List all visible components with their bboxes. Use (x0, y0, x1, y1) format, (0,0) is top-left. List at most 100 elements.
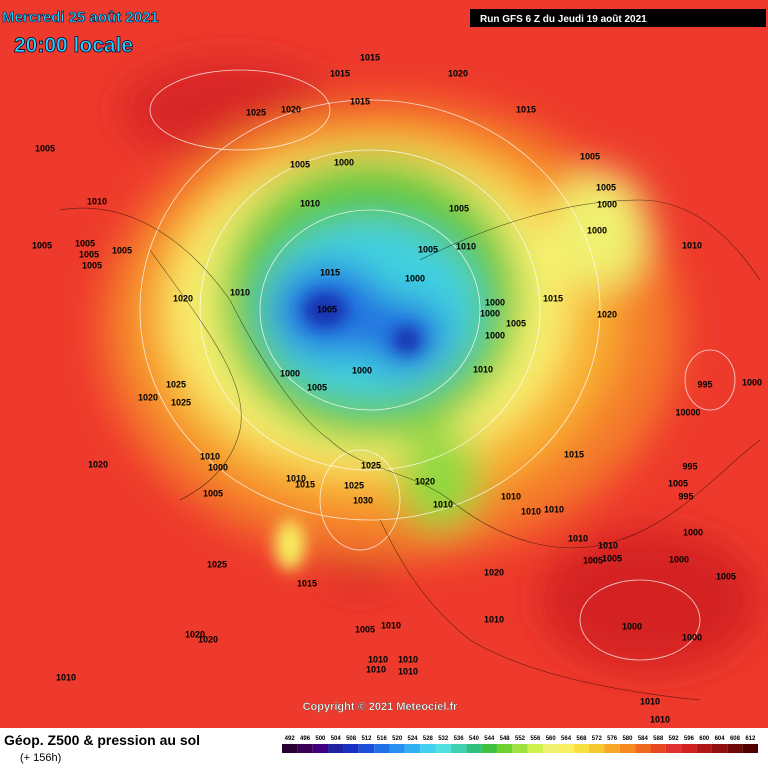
isobar-label: 1015 (320, 267, 340, 277)
isobar-label: 1005 (290, 159, 310, 169)
scale-label: 544 (484, 736, 495, 742)
isobar-label: 1005 (716, 571, 736, 581)
scale-swatch (650, 744, 666, 753)
isobar-label: 1010 (544, 504, 564, 514)
scale-label: 596 (684, 736, 695, 742)
scale-label: 608 (730, 736, 741, 742)
isobar-label: 1025 (166, 379, 186, 389)
scale-label: 540 (469, 736, 480, 742)
isobar-label: 1010 (682, 240, 702, 250)
isobar-label: 1025 (246, 107, 266, 117)
isobar-label: 1010 (230, 287, 250, 297)
isobar-label: 1000 (485, 297, 505, 307)
isobar-label: 1010 (381, 620, 401, 630)
isobar-label: 1015 (564, 449, 584, 459)
scale-swatch (481, 744, 497, 753)
isobar-label: 1010 (456, 241, 476, 251)
scale-swatch (635, 744, 651, 753)
isobar-label: 1030 (353, 495, 373, 505)
scale-label: 508 (346, 736, 357, 742)
isobar-label: 1005 (317, 304, 337, 314)
isobar-label: 1015 (295, 479, 315, 489)
isobar-label: 1020 (185, 629, 205, 639)
scale-swatch (665, 744, 682, 753)
scale-label: 592 (669, 736, 680, 742)
scale-label: 500 (315, 736, 326, 742)
isobar-label: 1020 (173, 293, 193, 303)
isobar-label: 1005 (32, 240, 52, 250)
scale-label: 568 (576, 736, 587, 742)
run-box (470, 9, 766, 27)
isobar-label: 1010 (473, 364, 493, 374)
scale-label: 556 (530, 736, 541, 742)
scale-label: 576 (607, 736, 618, 742)
geopotential-field (0, 0, 768, 728)
isobar-label: 995 (678, 491, 693, 501)
isobar-label: 1020 (138, 392, 158, 402)
isobar-label: 1010 (368, 654, 388, 664)
scale-swatch (374, 744, 390, 753)
scale-label: 524 (408, 736, 419, 742)
copyright: Copyright © 2021 Meteociel.fr (303, 701, 459, 713)
scale-label: 580 (622, 736, 633, 742)
isobar-label: 1025 (207, 559, 227, 569)
isobar-label: 1005 (203, 488, 223, 498)
scale-swatch (328, 744, 344, 753)
isobar-label: 1010 (650, 714, 670, 724)
isobar-label: 995 (682, 461, 697, 471)
isobar-labels: 1015 1015 1020 1025 1020 1015 1015 1005 … (32, 52, 762, 724)
isobar-label: 1005 (355, 624, 375, 634)
isobar-label: 995 (697, 379, 712, 389)
isobar-label: 1000 (405, 273, 425, 283)
scale-swatch (343, 744, 359, 753)
scale-swatch (420, 744, 436, 753)
scale-label: 600 (699, 736, 710, 742)
scale-swatch (496, 744, 513, 753)
scale-swatch (589, 744, 605, 753)
scale-label: 548 (500, 736, 511, 742)
isobar-label: 1000 (597, 199, 617, 209)
isobar-label: 1000 (485, 330, 505, 340)
run-info: Run GFS 6 Z du Jeudi 19 août 2021 (480, 14, 647, 25)
isobar-label: 1020 (415, 476, 435, 486)
legend-subtitle: (+ 156h) (20, 752, 61, 764)
isobar-label: 10000 (675, 407, 700, 417)
isobar-label: 1010 (56, 672, 76, 682)
scale-label: 604 (715, 736, 726, 742)
isobar-label: 1010 (501, 491, 521, 501)
isobar-label: 1010 (433, 499, 453, 509)
scale-label: 528 (423, 736, 434, 742)
isobar-label: 1015 (350, 96, 370, 106)
isobar-label: 1010 (484, 614, 504, 624)
isobar-label: 1010 (286, 473, 306, 483)
scale-label: 520 (392, 736, 403, 742)
isobar-label: 1005 (79, 249, 99, 259)
scale-swatch (711, 744, 728, 753)
scale-label: 496 (300, 736, 311, 742)
isobar-label: 1000 (480, 308, 500, 318)
scale-swatch (727, 744, 743, 753)
isobar-label: 1000 (742, 377, 762, 387)
scale-swatch (297, 744, 313, 753)
isobar-label: 1005 (418, 244, 438, 254)
isobar-label: 1000 (334, 157, 354, 167)
isobar-label: 1005 (449, 203, 469, 213)
scale-label: 516 (377, 736, 388, 742)
scale-swatch (312, 744, 329, 753)
isobar-label: 1000 (208, 462, 228, 472)
scale-swatch (573, 744, 590, 753)
isobar-label: 1005 (580, 151, 600, 161)
isobar-label: 1005 (75, 238, 95, 248)
scale-swatch (282, 744, 298, 753)
scale-swatch (742, 744, 758, 753)
isobar-label: 1005 (668, 478, 688, 488)
isobar-label: 1025 (361, 460, 381, 470)
scale-swatch (558, 744, 574, 753)
scale-label: 572 (592, 736, 603, 742)
isobar-label: 1015 (297, 578, 317, 588)
scale-swatch (527, 744, 544, 753)
scale-label: 612 (745, 736, 756, 742)
scale-label: 504 (331, 736, 342, 742)
isobar-label: 1010 (300, 198, 320, 208)
